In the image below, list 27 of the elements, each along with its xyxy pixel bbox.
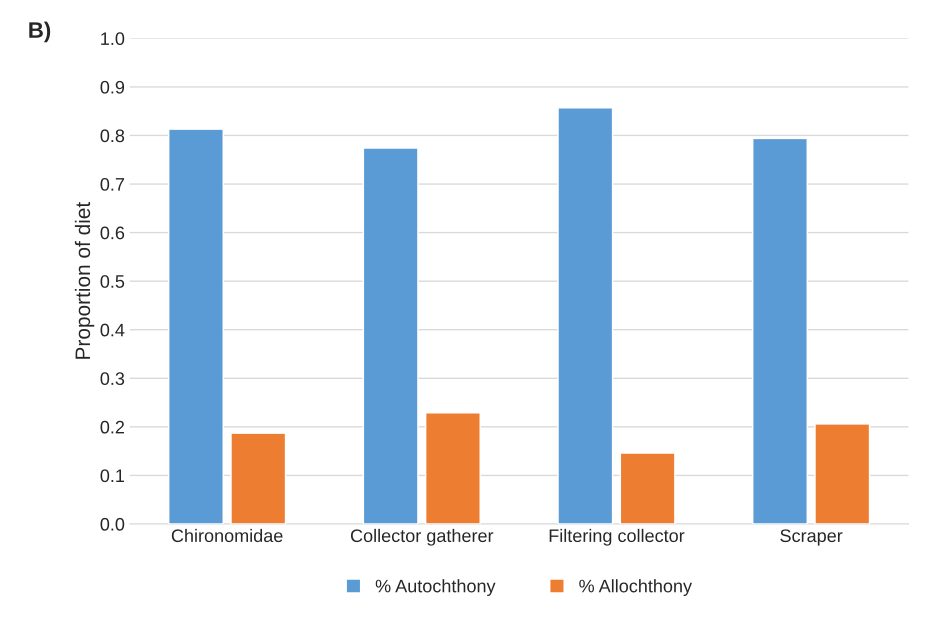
text: B) (29, 22, 50, 42)
y-tick-label: 0.6 (100, 226, 124, 240)
y-tick-label: 0.5 (100, 275, 124, 288)
y-tick-label: 1.0 (101, 32, 124, 46)
y-tick-label: 0.3 (100, 372, 124, 386)
bar (814, 423, 870, 524)
x-tick-label: Scraper (780, 529, 842, 546)
bar (557, 107, 614, 524)
bar (752, 138, 808, 524)
x-tick-label: Chironomidae (172, 528, 283, 542)
legend-label: % Allochthony (579, 579, 692, 596)
y-axis-title: Proportion of diet (74, 202, 94, 359)
bar (362, 147, 419, 524)
bar (230, 432, 286, 524)
y-tick-label: 0.2 (100, 420, 124, 434)
x-tick-label: Filtering collector (550, 528, 684, 546)
bar (424, 412, 481, 524)
y-tick-label: 0.7 (100, 178, 124, 191)
y-tick-label: 0.8 (100, 129, 124, 142)
y-tick-label: 0.0 (100, 518, 124, 531)
legend-label: % Autochthony (376, 579, 496, 596)
bar (620, 452, 676, 524)
bar (168, 128, 224, 524)
x-tick-label: Collector gatherer (350, 528, 494, 546)
y-tick-label: 0.1 (100, 469, 124, 482)
y-tick-label: 0.9 (100, 80, 124, 94)
y-tick-label: 0.4 (100, 324, 124, 336)
